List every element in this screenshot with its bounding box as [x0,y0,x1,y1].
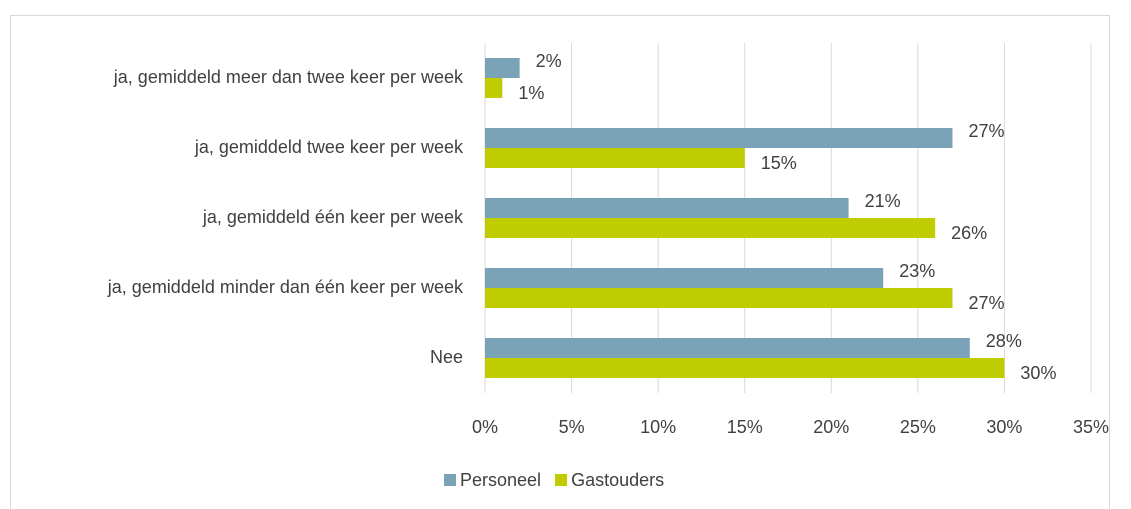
data-label: 28% [986,331,1022,351]
legend-swatch [444,474,456,486]
legend-swatch [555,474,568,486]
bar [485,148,745,168]
bar [485,268,884,288]
data-label: 30% [1020,363,1056,383]
bar [485,358,1005,378]
data-label: 27% [968,293,1004,313]
y-tick-label: ja, gemiddeld minder dan één keer per we… [107,277,464,297]
legend-label: Gastouders [571,470,664,490]
bar [485,58,520,78]
bar [485,198,849,218]
x-tick-label: 35% [1073,417,1109,437]
x-tick-label: 15% [727,417,763,437]
x-tick-label: 10% [640,417,676,437]
data-label: 26% [951,223,987,243]
data-label: 23% [899,261,935,281]
x-tick-label: 25% [900,417,936,437]
x-tick-label: 20% [813,417,849,437]
data-label: 15% [761,153,797,173]
data-label: 27% [968,121,1004,141]
x-tick-label: 5% [559,417,585,437]
legend-label: Personeel [460,470,541,490]
chart-frame [10,15,1110,509]
y-tick-label: Nee [430,347,463,367]
bar [485,288,953,308]
x-tick-label: 0% [472,417,498,437]
data-label: 1% [518,83,544,103]
x-tick-label: 30% [986,417,1022,437]
y-tick-label: ja, gemiddeld één keer per week [202,207,464,227]
bar [485,338,970,358]
bar [485,128,953,148]
y-tick-label: ja, gemiddeld meer dan twee keer per wee… [113,67,464,87]
bar [485,218,936,238]
y-tick-label: ja, gemiddeld twee keer per week [194,137,464,157]
data-label: 2% [536,51,562,71]
data-label: 21% [865,191,901,211]
bar [485,78,503,98]
